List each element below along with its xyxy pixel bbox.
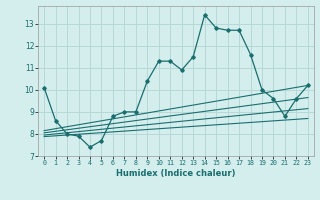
X-axis label: Humidex (Indice chaleur): Humidex (Indice chaleur) (116, 169, 236, 178)
